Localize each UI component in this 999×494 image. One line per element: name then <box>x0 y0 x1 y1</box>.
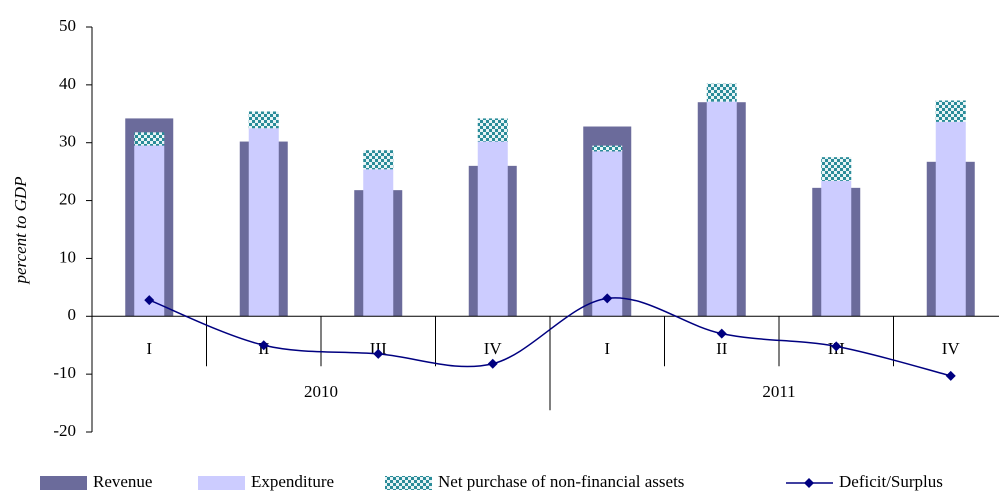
x-tick-label: IV <box>484 339 503 358</box>
marker <box>144 295 155 306</box>
bar <box>706 83 737 102</box>
y-tick-label: -20 <box>53 421 76 440</box>
bar <box>363 150 394 170</box>
x-tick-label: I <box>604 339 610 358</box>
y-axis-label: percent to GDP <box>11 176 30 284</box>
x-tick-label: I <box>146 339 152 358</box>
legend-swatch <box>385 476 432 490</box>
group-label: 2011 <box>762 382 795 401</box>
bar <box>821 157 852 181</box>
bar <box>935 100 966 122</box>
bar <box>134 145 165 317</box>
marker <box>716 328 727 339</box>
bar <box>935 121 966 317</box>
bar <box>248 128 279 317</box>
y-tick-label: 0 <box>68 305 77 324</box>
legend-label: Net purchase of non-financial assets <box>438 472 684 491</box>
group-label: 2010 <box>304 382 338 401</box>
marker <box>487 358 498 369</box>
bar <box>821 180 852 317</box>
bar <box>134 132 165 146</box>
marker <box>373 348 384 359</box>
legend-swatch <box>198 476 245 490</box>
legend-marker <box>804 478 814 488</box>
legend-label: Deficit/Surplus <box>839 472 943 491</box>
legend-label: Revenue <box>93 472 152 491</box>
marker <box>602 293 613 304</box>
x-tick-label: II <box>716 339 728 358</box>
marker <box>831 341 842 352</box>
legend-label: Expenditure <box>251 472 334 491</box>
x-tick-label: IV <box>942 339 961 358</box>
bar <box>477 118 508 142</box>
y-tick-label: -10 <box>53 363 76 382</box>
bar <box>592 145 623 152</box>
y-tick-label: 10 <box>59 247 76 266</box>
marker <box>945 370 956 381</box>
y-tick-label: 30 <box>59 132 76 151</box>
bar <box>477 141 508 317</box>
bar <box>248 111 279 129</box>
y-tick-label: 20 <box>59 189 76 208</box>
bar <box>363 169 394 317</box>
y-tick-label: 50 <box>59 16 76 35</box>
bar <box>706 101 737 317</box>
y-tick-label: 40 <box>59 74 76 93</box>
bar <box>592 151 623 317</box>
legend-swatch <box>40 476 87 490</box>
marker <box>258 340 269 351</box>
line <box>148 297 951 377</box>
